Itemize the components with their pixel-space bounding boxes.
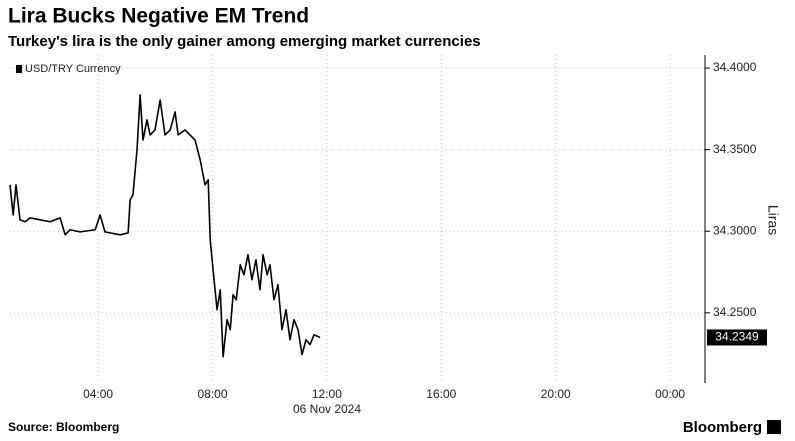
last-value-label: 34.2349 [715, 330, 759, 344]
y-axis-label: Liras [765, 205, 781, 235]
legend-swatch [16, 65, 22, 73]
y-tick-label: 34.3500 [713, 142, 757, 156]
legend-label: USD/TRY Currency [25, 63, 121, 75]
x-tick-label: 08:00 [197, 387, 227, 401]
x-tick-label: 20:00 [541, 387, 571, 401]
line-series [9, 94, 321, 358]
chart-subtitle: Turkey's lira is the only gainer among e… [8, 33, 481, 50]
last-value-box [707, 329, 767, 346]
source: Source: Bloomberg [8, 420, 119, 434]
chart-title: Lira Bucks Negative EM Trend [8, 5, 309, 28]
y-tick-label: 34.3000 [713, 223, 757, 237]
x-tick-label: 04:00 [83, 387, 113, 401]
brand: Bloomberg [683, 419, 762, 436]
brand-icon [767, 420, 781, 434]
y-tick-label: 34.4000 [713, 60, 757, 74]
date-label: 06 Nov 2024 [293, 402, 361, 416]
x-tick-label: 00:00 [655, 387, 685, 401]
y-tick-label: 34.2500 [713, 305, 757, 319]
x-tick-label: 12:00 [312, 387, 342, 401]
x-tick-label: 16:00 [426, 387, 456, 401]
